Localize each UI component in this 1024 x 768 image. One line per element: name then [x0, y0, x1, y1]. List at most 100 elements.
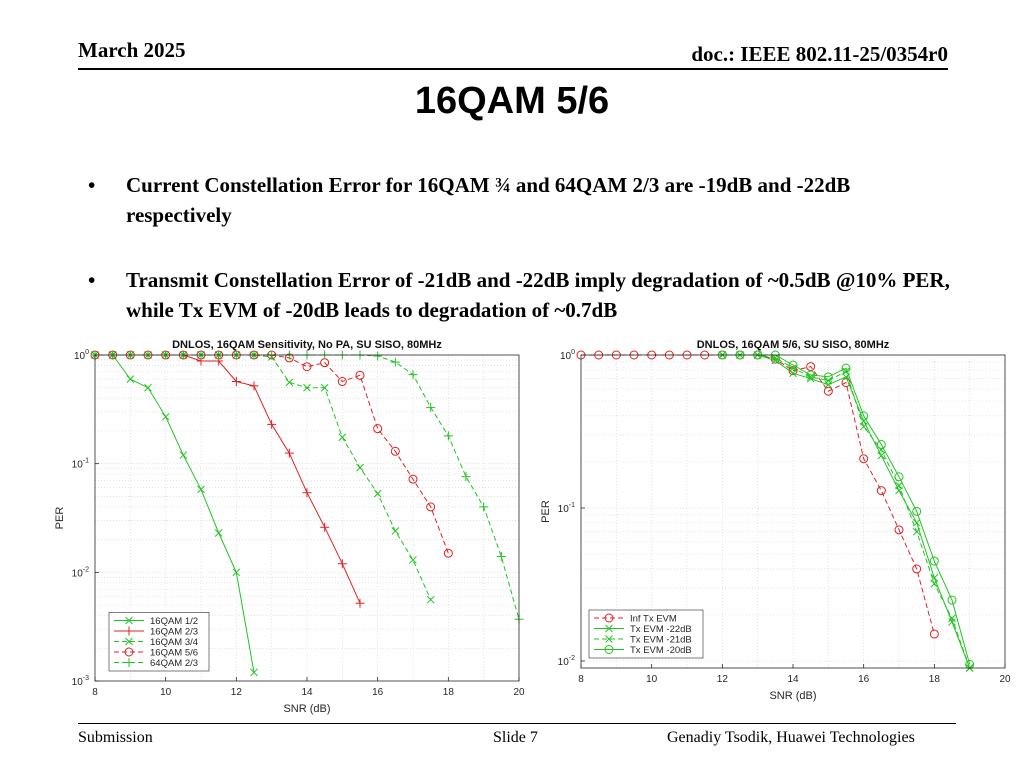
data-point-x	[877, 451, 886, 460]
data-point-x	[912, 527, 921, 536]
data-point-circle	[373, 424, 383, 434]
data-point-x	[605, 635, 613, 643]
header-doc-number: doc.: IEEE 802.11-25/0354r0	[691, 42, 948, 66]
legend-label: 16QAM 5/6	[150, 648, 198, 659]
data-point-plus	[231, 377, 241, 387]
data-point-x	[391, 527, 400, 535]
data-point-x	[859, 422, 868, 431]
legend-item: 16QAM 2/3	[114, 626, 198, 638]
data-point-circle	[841, 363, 851, 373]
data-point-circle	[443, 548, 453, 558]
data-point-circle	[947, 595, 957, 605]
legend-label: 16QAM 2/3	[150, 627, 198, 638]
data-point-circle	[426, 502, 436, 512]
data-point-plus	[302, 488, 312, 498]
y-axis-label: PER	[540, 500, 552, 523]
y-tick-label: 10-2	[72, 566, 89, 579]
x-tick-label: 12	[231, 687, 243, 698]
legend-label: Tx EVM -20dB	[630, 645, 692, 656]
legend-label: 16QAM 3/4	[150, 637, 198, 648]
data-point-x	[356, 463, 364, 472]
data-point-circle	[408, 474, 418, 484]
data-point-x	[126, 375, 135, 383]
data-point-x	[373, 489, 382, 498]
slide-title: 16QAM 5/6	[414, 80, 610, 122]
data-point-x	[409, 556, 417, 564]
x-tick-label: 10	[160, 687, 172, 698]
y-tick-label: 10-2	[558, 655, 575, 668]
data-point-x	[895, 481, 903, 490]
legend-item: Tx EVM -20dB	[594, 645, 692, 656]
data-point-plus	[284, 448, 294, 458]
data-point-x	[806, 372, 815, 381]
data-point-circle	[302, 362, 312, 372]
data-point-x	[930, 579, 939, 588]
data-point-x	[214, 529, 223, 537]
data-point-plus	[443, 431, 453, 441]
y-tick-label: 100	[560, 349, 575, 362]
data-point-x	[197, 485, 205, 494]
header-date: March 2025	[78, 38, 186, 62]
data-point-plus	[373, 351, 383, 361]
x-axis-label: SNR (dB)	[283, 703, 330, 715]
header-divider	[78, 68, 948, 70]
data-point-plus	[479, 502, 489, 512]
data-point-x	[303, 383, 311, 392]
y-tick-label: 100	[74, 349, 89, 362]
data-point-x	[948, 618, 956, 626]
footer-divider	[78, 723, 956, 724]
data-point-plus	[267, 419, 277, 429]
x-tick-label: 16	[858, 674, 870, 685]
x-tick-label: 16	[372, 687, 384, 698]
legend-label: Tx EVM -21dB	[630, 635, 692, 646]
data-point-circle	[912, 506, 922, 516]
legend-item: 16QAM 3/4	[114, 637, 198, 648]
legend-label: 16QAM 1/2	[150, 616, 198, 627]
grid-lines	[95, 355, 519, 681]
data-point-plus	[408, 370, 418, 380]
legend-label: Tx EVM -22dB	[630, 624, 692, 635]
x-tick-label: 10	[646, 674, 658, 685]
data-point-x	[426, 595, 435, 604]
y-tick-label: 10-1	[558, 502, 575, 515]
data-point-plus	[320, 522, 330, 532]
data-point-circle	[859, 454, 869, 464]
legend-item: 64QAM 2/3	[114, 658, 198, 669]
data-point-plus	[337, 559, 347, 569]
x-axis-label: SNR (dB)	[769, 690, 816, 702]
data-point-circle	[788, 360, 798, 370]
data-point-x	[320, 383, 329, 392]
data-point-circle	[355, 370, 365, 380]
data-point-circle	[912, 564, 922, 574]
legend-label: 64QAM 2/3	[150, 658, 198, 669]
data-point-plus	[355, 598, 365, 608]
legend-label: Inf Tx EVM	[630, 614, 677, 625]
bullet-text: Transmit Constellation Error of -21dB an…	[126, 268, 950, 322]
data-point-x	[161, 412, 170, 421]
series-line	[95, 354, 255, 673]
data-point-plus	[426, 402, 436, 412]
data-point-plus	[496, 551, 506, 561]
x-tick-label: 18	[929, 674, 941, 685]
data-point-x	[250, 668, 258, 677]
data-point-x	[948, 614, 956, 623]
data-point-plus	[390, 357, 400, 367]
data-point-x	[179, 451, 188, 459]
bullet-marker: •	[88, 173, 96, 197]
y-axis-label: PER	[54, 507, 66, 530]
per-chart-16qam-5-6-tx-evm: 8 10 12 14 16 18 20 100 10-1 10-2 DNLOS, 16QAM 5/6…	[540, 339, 1011, 702]
data-point-x	[605, 624, 613, 633]
data-point-circle	[841, 378, 851, 388]
x-tick-label: 8	[578, 674, 584, 685]
data-point-circle	[859, 411, 869, 421]
data-point-x	[125, 616, 133, 625]
x-tick-label: 14	[787, 674, 799, 685]
bullet-text: Current Constellation Error for 16QAM ¾ …	[126, 173, 851, 227]
legend-item: Inf Tx EVM	[594, 613, 677, 625]
series-tx-evm-21db	[718, 351, 974, 672]
legend-item: 16QAM 5/6	[114, 647, 198, 659]
x-tick-label: 20	[513, 687, 525, 698]
y-tick-label: 10-1	[72, 458, 89, 471]
chart-title: DNLOS, 16QAM Sensitivity, No PA, SU SISO…	[172, 339, 442, 351]
